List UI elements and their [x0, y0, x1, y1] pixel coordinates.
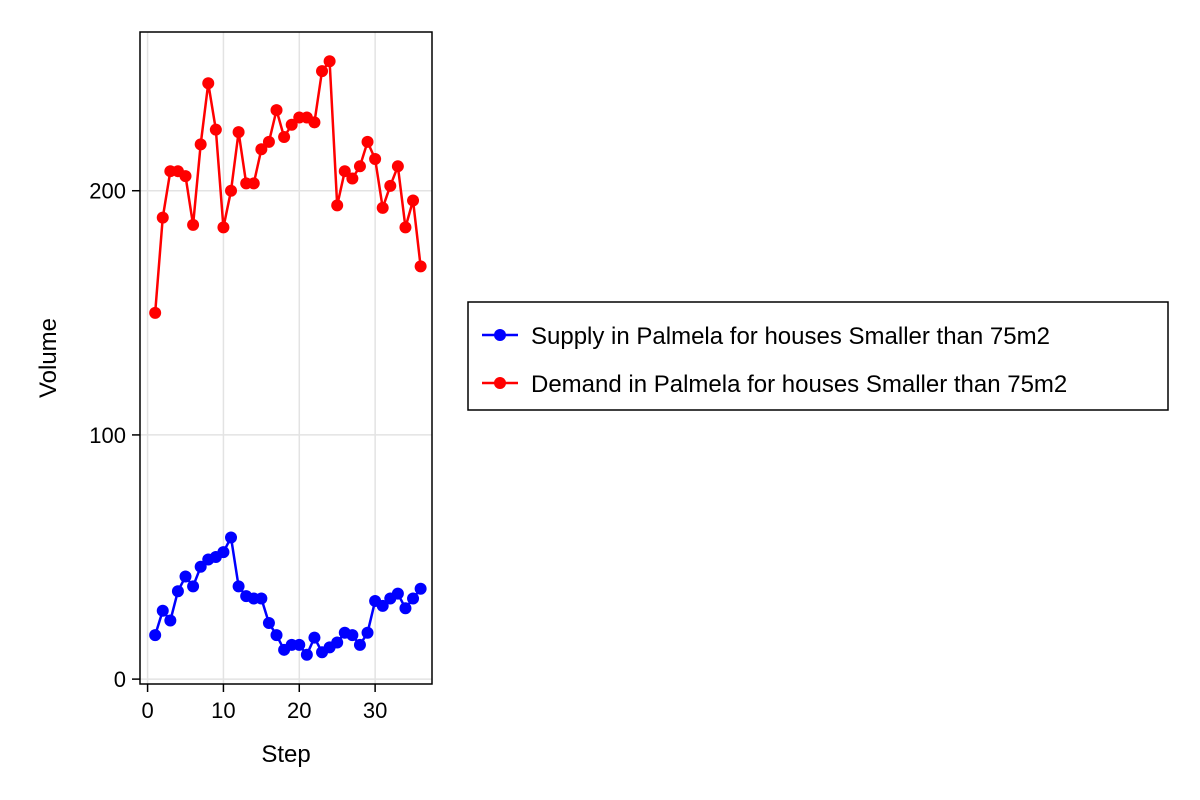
- data-point: [187, 218, 200, 231]
- data-point: [270, 104, 283, 117]
- legend-label: Supply in Palmela for houses Smaller tha…: [531, 323, 1050, 350]
- legend-box: [467, 301, 1169, 411]
- series-line-1: [153, 60, 422, 313]
- y-axis-label: Volume: [35, 318, 62, 398]
- data-point: [171, 585, 184, 598]
- data-point: [331, 199, 344, 212]
- data-point: [346, 172, 359, 185]
- data-point: [308, 631, 321, 644]
- data-point: [369, 152, 382, 165]
- data-point: [202, 77, 215, 90]
- legend-swatch-marker: [494, 377, 506, 389]
- data-point: [194, 138, 207, 151]
- x-tick-label: 10: [211, 698, 235, 723]
- tick-layer: 0 10 20 30 0 100 200: [89, 179, 387, 723]
- legend-label: Demand in Palmela for houses Smaller tha…: [531, 371, 1067, 398]
- data-point: [353, 638, 366, 651]
- series-line-0: [153, 536, 422, 656]
- data-point: [225, 184, 238, 197]
- data-point: [247, 177, 260, 190]
- data-point: [376, 599, 389, 612]
- data-point: [308, 116, 321, 129]
- y-tick-label: 0: [114, 667, 126, 692]
- x-tick-label: 20: [287, 698, 311, 723]
- x-tick-label: 0: [141, 698, 153, 723]
- data-point: [338, 165, 351, 178]
- data-point: [391, 587, 404, 600]
- y-tick-label: 100: [89, 423, 126, 448]
- data-point: [232, 580, 245, 593]
- data-point: [232, 126, 245, 139]
- plot-frame: [139, 31, 433, 685]
- y-tick-label: 200: [89, 179, 126, 204]
- data-point: [323, 55, 336, 68]
- data-point: [217, 221, 230, 234]
- data-point: [391, 160, 404, 173]
- data-point: [179, 170, 192, 183]
- x-tick-label: 30: [363, 698, 387, 723]
- data-point: [209, 123, 222, 136]
- data-point: [331, 636, 344, 649]
- data-point: [353, 160, 366, 173]
- x-axis-label: Step: [261, 741, 310, 768]
- data-point: [399, 602, 412, 615]
- data-point: [316, 65, 329, 78]
- data-point: [255, 592, 268, 605]
- data-point: [285, 118, 298, 131]
- data-point: [156, 604, 169, 617]
- data-point: [376, 201, 389, 214]
- data-point: [149, 629, 162, 642]
- data-point: [194, 560, 207, 573]
- data-point: [300, 648, 313, 661]
- data-point: [255, 143, 268, 156]
- data-point: [262, 616, 275, 629]
- data-point: [225, 531, 238, 544]
- legend-swatch-marker: [494, 329, 506, 341]
- data-point: [407, 592, 420, 605]
- data-point: [293, 638, 306, 651]
- data-point: [384, 179, 397, 192]
- data-point: [164, 614, 177, 627]
- data-point: [399, 221, 412, 234]
- data-point: [414, 260, 427, 273]
- data-point: [156, 211, 169, 224]
- data-point: [346, 629, 359, 642]
- data-point: [217, 546, 230, 559]
- data-point: [414, 582, 427, 595]
- grid-layer: [140, 32, 432, 684]
- data-point: [187, 580, 200, 593]
- data-point: [361, 135, 374, 148]
- legend: Supply in Palmela for houses Smaller tha…: [467, 301, 1169, 411]
- data-point: [149, 306, 162, 319]
- data-point: [278, 131, 291, 144]
- series-layer: [149, 55, 427, 661]
- data-point: [270, 629, 283, 642]
- data-point: [262, 135, 275, 148]
- data-point: [361, 626, 374, 639]
- data-point: [407, 194, 420, 207]
- data-point: [179, 570, 192, 583]
